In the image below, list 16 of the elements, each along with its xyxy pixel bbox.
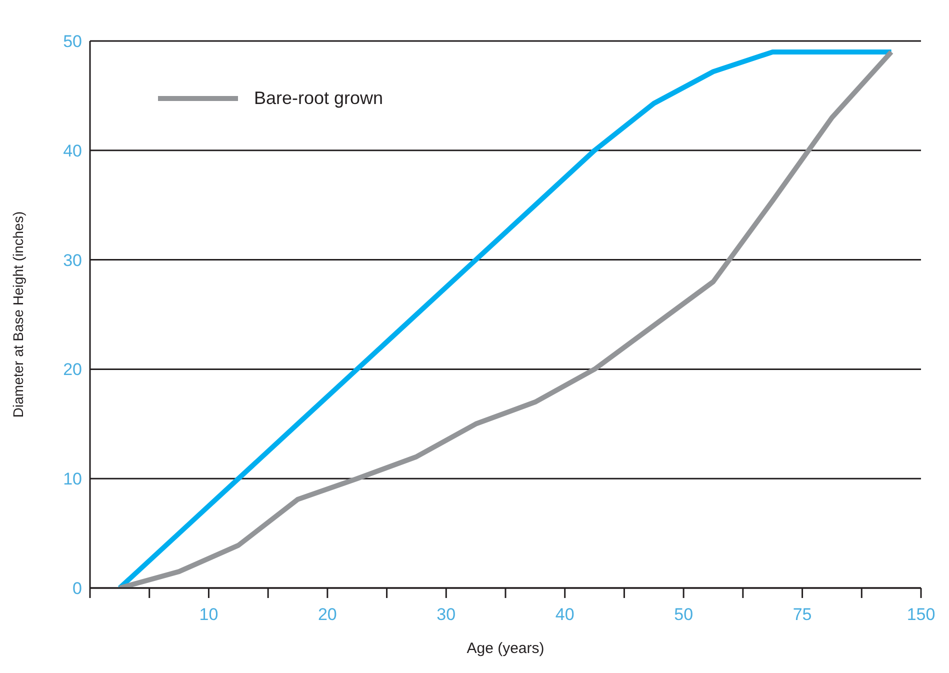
x-tick-label: 30 [436,605,456,624]
x-tick-label: 40 [555,605,574,624]
y-tick-label: 20 [63,360,82,380]
x-tick-label: 20 [318,605,337,624]
legend-label: Bare-root grown [254,88,384,109]
x-tick-label: 150 [906,605,936,624]
y-tick-label: 0 [72,579,82,598]
x-tick-label: 75 [792,605,812,624]
x-tick-label: 10 [199,605,218,624]
y-tick-label: 50 [63,32,82,52]
y-tick-label: 40 [63,141,82,160]
x-tick-label: 50 [674,605,694,624]
y-axis-title: Diameter at Base Height (inches) [10,211,26,418]
y-tick-label: 10 [63,470,82,489]
y-tick-label: 30 [63,250,82,270]
x-axis-title: Age (years) [466,640,544,657]
